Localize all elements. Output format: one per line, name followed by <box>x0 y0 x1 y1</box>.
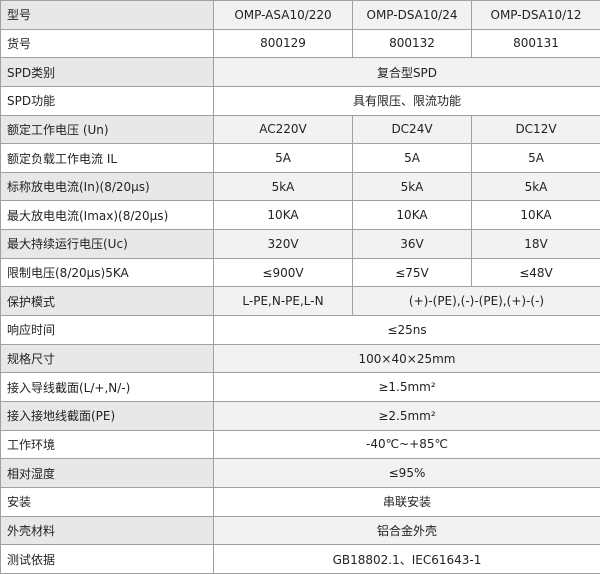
row-label: 相对湿度 <box>0 458 214 488</box>
cell-value: ≤900V <box>213 257 353 288</box>
cell-value: OMP-ASA10/220 <box>213 0 353 30</box>
row-label: 最大放电电流(Imax)(8/20μs) <box>0 200 214 231</box>
row-label: 货号 <box>0 28 214 59</box>
cell-value: ≥1.5mm² <box>213 372 600 402</box>
cell-value: 10KA <box>352 200 472 231</box>
table-row: 最大放电电流(Imax)(8/20μs) 10KA 10KA 10KA <box>0 200 600 231</box>
cell-value: 铝合金外壳 <box>213 515 600 546</box>
cell-value: 800132 <box>352 28 472 59</box>
cell-value: 36V <box>352 229 472 259</box>
cell-value: AC220V <box>213 114 353 145</box>
row-label: 额定工作电压 (Un) <box>0 114 214 145</box>
cell-value: GB18802.1、IEC61643-1 <box>213 544 600 574</box>
row-label: SPD功能 <box>0 85 214 116</box>
cell-value: -40℃~+85℃ <box>213 429 600 460</box>
cell-value: 100×40×25mm <box>213 343 600 374</box>
row-label: 工作环境 <box>0 429 214 460</box>
table-row: 测试依据 GB18802.1、IEC61643-1 <box>0 544 600 574</box>
cell-value: OMP-DSA10/24 <box>352 0 472 30</box>
cell-value: 5A <box>213 143 353 173</box>
row-label: 外壳材料 <box>0 515 214 546</box>
row-label: 标称放电电流(In)(8/20μs) <box>0 171 214 202</box>
table-row: SPD功能 具有限压、限流功能 <box>0 85 600 116</box>
table-row: 标称放电电流(In)(8/20μs) 5kA 5kA 5kA <box>0 171 600 202</box>
cell-value: DC24V <box>352 114 472 145</box>
row-label: 响应时间 <box>0 315 214 345</box>
cell-value: 具有限压、限流功能 <box>213 85 600 116</box>
cell-value: 10KA <box>471 200 600 231</box>
cell-value: ≤95% <box>213 458 600 488</box>
row-label: 限制电压(8/20μs)5KA <box>0 257 214 288</box>
row-label: 安装 <box>0 486 214 517</box>
cell-value: 串联安装 <box>213 486 600 517</box>
row-label: 型号 <box>0 0 214 30</box>
row-label: SPD类别 <box>0 57 214 87</box>
row-label: 规格尺寸 <box>0 343 214 374</box>
row-label: 额定负载工作电流 IL <box>0 143 214 173</box>
row-label: 测试依据 <box>0 544 214 574</box>
table-row: 最大持续运行电压(Uc) 320V 36V 18V <box>0 229 600 259</box>
cell-value: ≥2.5mm² <box>213 400 600 431</box>
table-row: 额定负载工作电流 IL 5A 5A 5A <box>0 143 600 173</box>
cell-value: 5kA <box>352 171 472 202</box>
table-row: 保护模式 L-PE,N-PE,L-N (+)-(PE),(-)-(PE),(+)-(… <box>0 286 600 317</box>
table-row: 相对湿度 ≤95% <box>0 458 600 488</box>
row-label: 保护模式 <box>0 286 214 317</box>
table-row: 限制电压(8/20μs)5KA ≤900V ≤75V ≤48V <box>0 257 600 288</box>
table-row: 接入导线截面(L/+,N/-) ≥1.5mm² <box>0 372 600 402</box>
cell-value: 5kA <box>471 171 600 202</box>
cell-value: (+)-(PE),(-)-(PE),(+)-(-) <box>352 286 600 317</box>
row-label: 最大持续运行电压(Uc) <box>0 229 214 259</box>
cell-value: 5kA <box>213 171 353 202</box>
cell-value: 5A <box>471 143 600 173</box>
row-label: 接入导线截面(L/+,N/-) <box>0 372 214 402</box>
table-row: 外壳材料 铝合金外壳 <box>0 515 600 546</box>
table-row: 响应时间 ≤25ns <box>0 315 600 345</box>
table-row: 安装 串联安装 <box>0 486 600 517</box>
cell-value: ≤75V <box>352 257 472 288</box>
cell-value: 800129 <box>213 28 353 59</box>
cell-value: 18V <box>471 229 600 259</box>
cell-value: OMP-DSA10/12 <box>471 0 600 30</box>
table-row: 接入接地线截面(PE) ≥2.5mm² <box>0 400 600 431</box>
cell-value: 320V <box>213 229 353 259</box>
cell-value: L-PE,N-PE,L-N <box>213 286 353 317</box>
table-row: 额定工作电压 (Un) AC220V DC24V DC12V <box>0 114 600 145</box>
cell-value: 800131 <box>471 28 600 59</box>
table-row: SPD类别 复合型SPD <box>0 57 600 87</box>
cell-value: ≤48V <box>471 257 600 288</box>
cell-value: 10KA <box>213 200 353 231</box>
cell-value: 5A <box>352 143 472 173</box>
cell-value: DC12V <box>471 114 600 145</box>
table-row: 货号 800129 800132 800131 <box>0 28 600 59</box>
row-label: 接入接地线截面(PE) <box>0 400 214 431</box>
cell-value: 复合型SPD <box>213 57 600 87</box>
cell-value: ≤25ns <box>213 315 600 345</box>
table-row: 规格尺寸 100×40×25mm <box>0 343 600 374</box>
table-row: 工作环境 -40℃~+85℃ <box>0 429 600 460</box>
table-row: 型号 OMP-ASA10/220 OMP-DSA10/24 OMP-DSA10/12 <box>0 0 600 30</box>
